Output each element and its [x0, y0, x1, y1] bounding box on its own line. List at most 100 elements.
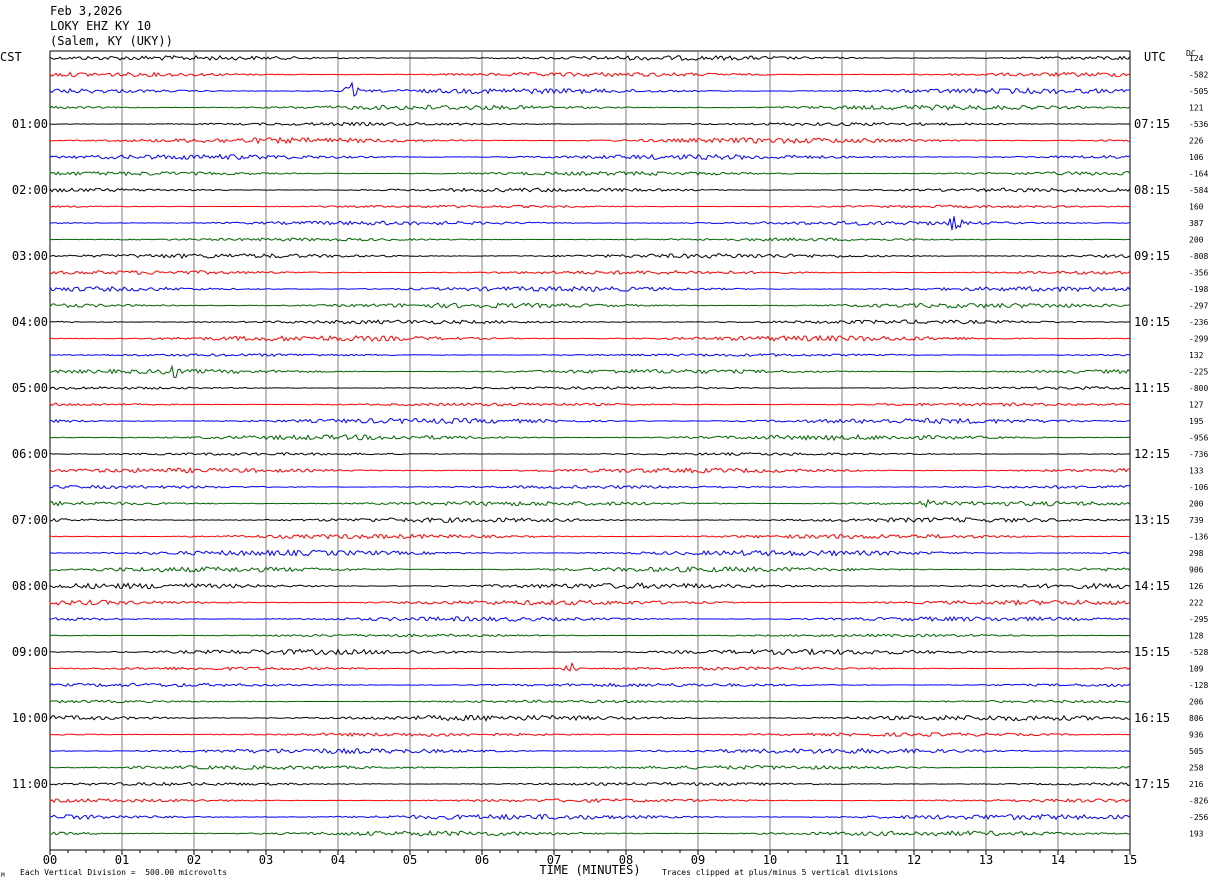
trace-line-24 — [49, 452, 1131, 457]
dc-offset-label: 906 — [1189, 566, 1204, 575]
dc-offset-label: -297 — [1189, 302, 1208, 311]
dc-offset-label: -528 — [1189, 648, 1208, 657]
date-label: Feb 3,2026 — [50, 4, 123, 18]
station-label: LOKY EHZ KY 10 — [50, 19, 152, 33]
trace-line-34 — [49, 615, 1131, 622]
trace-line-20 — [49, 385, 1131, 390]
right-hour-label: 14:15 — [1134, 579, 1170, 593]
trace-line-9 — [49, 204, 1131, 209]
trace-line-11 — [49, 237, 1131, 242]
dc-offset-label: 127 — [1189, 401, 1204, 410]
dc-offset-label: -736 — [1189, 450, 1208, 459]
trace-line-22 — [49, 417, 1131, 425]
right-timezone-label: UTC — [1144, 50, 1166, 64]
dc-offset-label: 133 — [1189, 467, 1204, 476]
trace-line-0 — [49, 54, 1131, 61]
left-hour-label: 02:00 — [12, 183, 48, 197]
left-hour-label: 01:00 — [12, 117, 48, 131]
dc-offset-header: DC — [1186, 49, 1196, 58]
left-hour-label: 04:00 — [12, 315, 48, 329]
dc-offset-label: 124 — [1189, 54, 1204, 63]
trace-line-35 — [49, 633, 1131, 638]
trace-line-1 — [49, 71, 1131, 78]
trace-line-30 — [49, 549, 1131, 557]
dc-offset-label: 216 — [1189, 780, 1204, 789]
trace-line-32 — [49, 582, 1131, 590]
dc-offset-label: 505 — [1189, 747, 1204, 756]
dc-offset-label: 200 — [1189, 500, 1204, 509]
trace-line-31 — [49, 566, 1131, 573]
trace-line-6 — [49, 153, 1131, 161]
left-hour-label: 09:00 — [12, 645, 48, 659]
trace-line-45 — [49, 798, 1130, 804]
trace-line-27 — [49, 498, 1131, 509]
trace-line-7 — [49, 170, 1131, 177]
x-tick-label: 07 — [547, 853, 561, 867]
dc-offset-label: -225 — [1189, 368, 1208, 377]
left-hour-label: 08:00 — [12, 579, 48, 593]
dc-offset-label: -536 — [1189, 120, 1208, 129]
dc-offset-label: -256 — [1189, 813, 1208, 822]
x-tick-label: 10 — [763, 853, 777, 867]
x-tick-label: 06 — [475, 853, 489, 867]
trace-line-12 — [49, 253, 1131, 260]
dc-offset-label: -505 — [1189, 87, 1208, 96]
dc-offset-label: 121 — [1189, 104, 1204, 113]
trace-line-17 — [49, 334, 1131, 342]
dc-offset-label: -106 — [1189, 483, 1208, 492]
left-hour-label: 10:00 — [12, 711, 48, 725]
dc-offset-label: -800 — [1189, 384, 1208, 393]
trace-line-25 — [49, 467, 1131, 474]
trace-line-10 — [50, 216, 1131, 231]
dc-offset-label: -582 — [1189, 71, 1208, 80]
right-hour-label: 17:15 — [1134, 777, 1170, 791]
trace-line-16 — [49, 319, 1131, 325]
dc-offset-label: -584 — [1189, 186, 1208, 195]
dc-offset-label: 160 — [1189, 203, 1204, 212]
dc-offset-label: 126 — [1189, 582, 1204, 591]
x-tick-label: 00 — [43, 853, 57, 867]
trace-line-26 — [49, 484, 1131, 490]
left-hour-label: 07:00 — [12, 513, 48, 527]
trace-line-41 — [49, 732, 1131, 738]
left-hour-label: 03:00 — [12, 249, 48, 263]
x-tick-label: 03 — [259, 853, 273, 867]
dc-offset-label: -295 — [1189, 615, 1208, 624]
x-tick-label: 14 — [1051, 853, 1065, 867]
trace-line-29 — [49, 533, 1131, 540]
dc-offset-label: -826 — [1189, 797, 1208, 806]
corner-mark: M — [1, 872, 5, 879]
trace-line-14 — [49, 285, 1131, 293]
right-hour-label: 16:15 — [1134, 711, 1170, 725]
dc-offset-label: 195 — [1189, 417, 1204, 426]
trace-line-21 — [49, 402, 1131, 407]
dc-offset-label: 222 — [1189, 599, 1204, 608]
x-tick-label: 01 — [115, 853, 129, 867]
dc-offset-label: 106 — [1189, 153, 1204, 162]
trace-line-18 — [49, 353, 1131, 358]
x-axis-label: TIME (MINUTES) — [539, 863, 640, 877]
trace-line-4 — [49, 121, 1131, 127]
trace-line-23 — [49, 433, 1131, 442]
scale-note: Each Vertical Division = 500.00 microvol… — [20, 868, 228, 877]
trace-line-40 — [49, 714, 1131, 722]
dc-offset-label: 298 — [1189, 549, 1204, 558]
x-tick-label: 08 — [619, 853, 633, 867]
trace-line-46 — [49, 813, 1131, 821]
right-hour-label: 07:15 — [1134, 117, 1170, 131]
dc-offset-label: -356 — [1189, 269, 1208, 278]
trace-line-38 — [49, 682, 1131, 688]
trace-line-44 — [49, 781, 1131, 787]
left-hour-label: 05:00 — [12, 381, 48, 395]
dc-offset-label: -198 — [1189, 285, 1208, 294]
trace-line-36 — [49, 648, 1131, 656]
dc-offset-label: 258 — [1189, 764, 1204, 773]
dc-offset-label: -136 — [1189, 533, 1208, 542]
dc-offset-label: -956 — [1189, 434, 1208, 443]
trace-line-43 — [49, 764, 1131, 771]
trace-line-8 — [49, 186, 1131, 193]
right-hour-label: 15:15 — [1134, 645, 1170, 659]
dc-offset-label: 739 — [1189, 516, 1204, 525]
